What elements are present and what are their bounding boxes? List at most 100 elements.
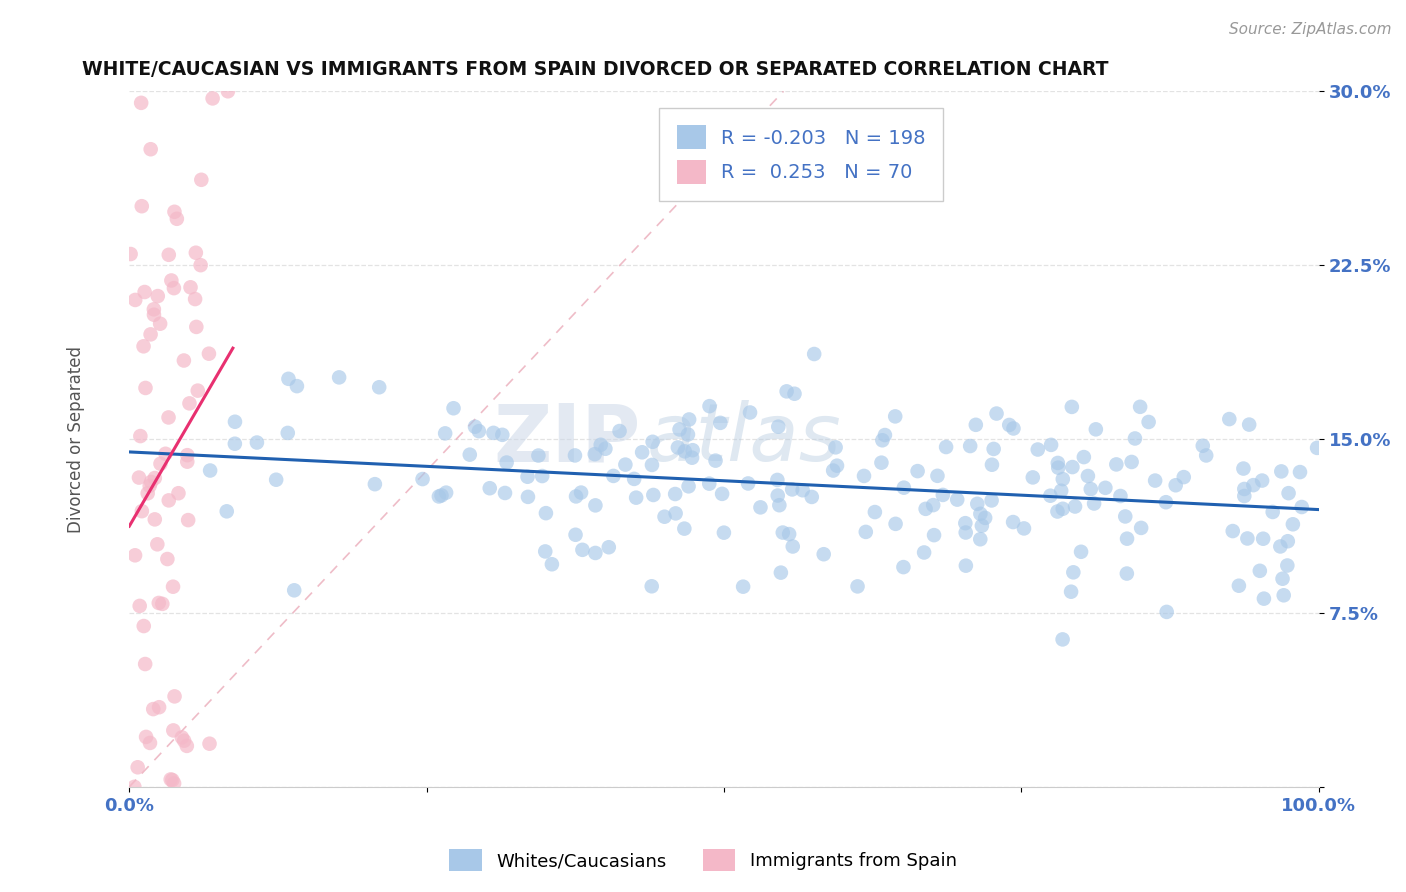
Point	[863, 505, 886, 519]
Point	[132, 339, 155, 353]
Point	[173, 733, 195, 747]
Legend: R = -0.203   N = 198, R =  0.253   N = 70: R = -0.203 N = 198, R = 0.253 N = 70	[659, 108, 943, 201]
Point	[1070, 545, 1092, 559]
Point	[364, 477, 387, 491]
Point	[143, 308, 166, 322]
Point	[873, 428, 896, 442]
Point	[1060, 400, 1083, 414]
Point	[159, 772, 181, 787]
Point	[624, 491, 647, 505]
Point	[966, 497, 988, 511]
Point	[1129, 400, 1152, 414]
Point	[846, 579, 869, 593]
Text: WHITE/CAUCASIAN VS IMMIGRANTS FROM SPAIN DIVORCED OR SEPARATED CORRELATION CHART: WHITE/CAUCASIAN VS IMMIGRANTS FROM SPAIN…	[82, 60, 1108, 78]
Point	[583, 447, 606, 461]
Point	[124, 549, 146, 563]
Point	[131, 504, 153, 518]
Point	[884, 516, 907, 531]
Point	[713, 525, 735, 540]
Point	[176, 455, 198, 469]
Point	[969, 533, 991, 547]
Point	[676, 427, 699, 442]
Point	[201, 91, 224, 105]
Point	[495, 456, 517, 470]
Point	[129, 95, 152, 110]
Point	[825, 458, 848, 473]
Point	[427, 490, 450, 504]
Text: Source: ZipAtlas.com: Source: ZipAtlas.com	[1229, 22, 1392, 37]
Point	[478, 481, 501, 495]
Point	[907, 464, 929, 478]
Point	[1105, 458, 1128, 472]
Point	[1052, 472, 1074, 486]
Point	[1277, 534, 1299, 549]
Point	[1218, 412, 1240, 426]
Point	[198, 737, 221, 751]
Point	[1154, 495, 1177, 509]
Point	[1002, 421, 1025, 435]
Point	[1282, 517, 1305, 532]
Point	[149, 457, 172, 471]
Point	[749, 500, 772, 515]
Point	[778, 527, 800, 541]
Point	[1094, 481, 1116, 495]
Point	[134, 285, 156, 299]
Point	[704, 453, 727, 467]
Point	[664, 487, 686, 501]
Point	[1062, 566, 1084, 580]
Point	[531, 469, 554, 483]
Point	[166, 211, 188, 226]
Point	[955, 525, 977, 540]
Point	[1232, 461, 1254, 475]
Point	[641, 434, 664, 449]
Point	[965, 417, 987, 432]
Point	[142, 702, 165, 716]
Point	[368, 380, 391, 394]
Point	[412, 472, 434, 486]
Point	[156, 552, 179, 566]
Point	[681, 450, 703, 465]
Point	[180, 280, 202, 294]
Point	[1271, 572, 1294, 586]
Point	[139, 142, 162, 156]
Point	[780, 483, 803, 497]
Point	[190, 173, 212, 187]
Point	[775, 384, 797, 399]
Point	[643, 488, 665, 502]
Point	[884, 409, 907, 424]
Point	[1270, 540, 1292, 554]
Point	[697, 476, 720, 491]
Point	[564, 449, 586, 463]
Point	[772, 525, 794, 540]
Point	[434, 426, 457, 441]
Point	[665, 507, 688, 521]
Point	[623, 472, 645, 486]
Point	[1277, 558, 1299, 573]
Point	[893, 481, 915, 495]
Point	[583, 546, 606, 560]
Point	[1306, 441, 1329, 455]
Point	[733, 580, 755, 594]
Point	[157, 248, 180, 262]
Point	[565, 490, 588, 504]
Point	[673, 444, 696, 458]
Point	[1123, 432, 1146, 446]
Point	[1084, 422, 1107, 436]
Point	[1156, 605, 1178, 619]
Point	[1253, 591, 1275, 606]
Point	[1109, 489, 1132, 503]
Point	[571, 542, 593, 557]
Point	[135, 730, 157, 744]
Point	[678, 479, 700, 493]
Point	[641, 458, 664, 472]
Point	[160, 273, 183, 287]
Point	[1002, 515, 1025, 529]
Point	[148, 596, 170, 610]
Point	[162, 772, 184, 787]
Point	[132, 619, 155, 633]
Point	[139, 327, 162, 342]
Point	[823, 464, 845, 478]
Point	[534, 544, 557, 558]
Point	[768, 419, 790, 434]
Point	[464, 419, 486, 434]
